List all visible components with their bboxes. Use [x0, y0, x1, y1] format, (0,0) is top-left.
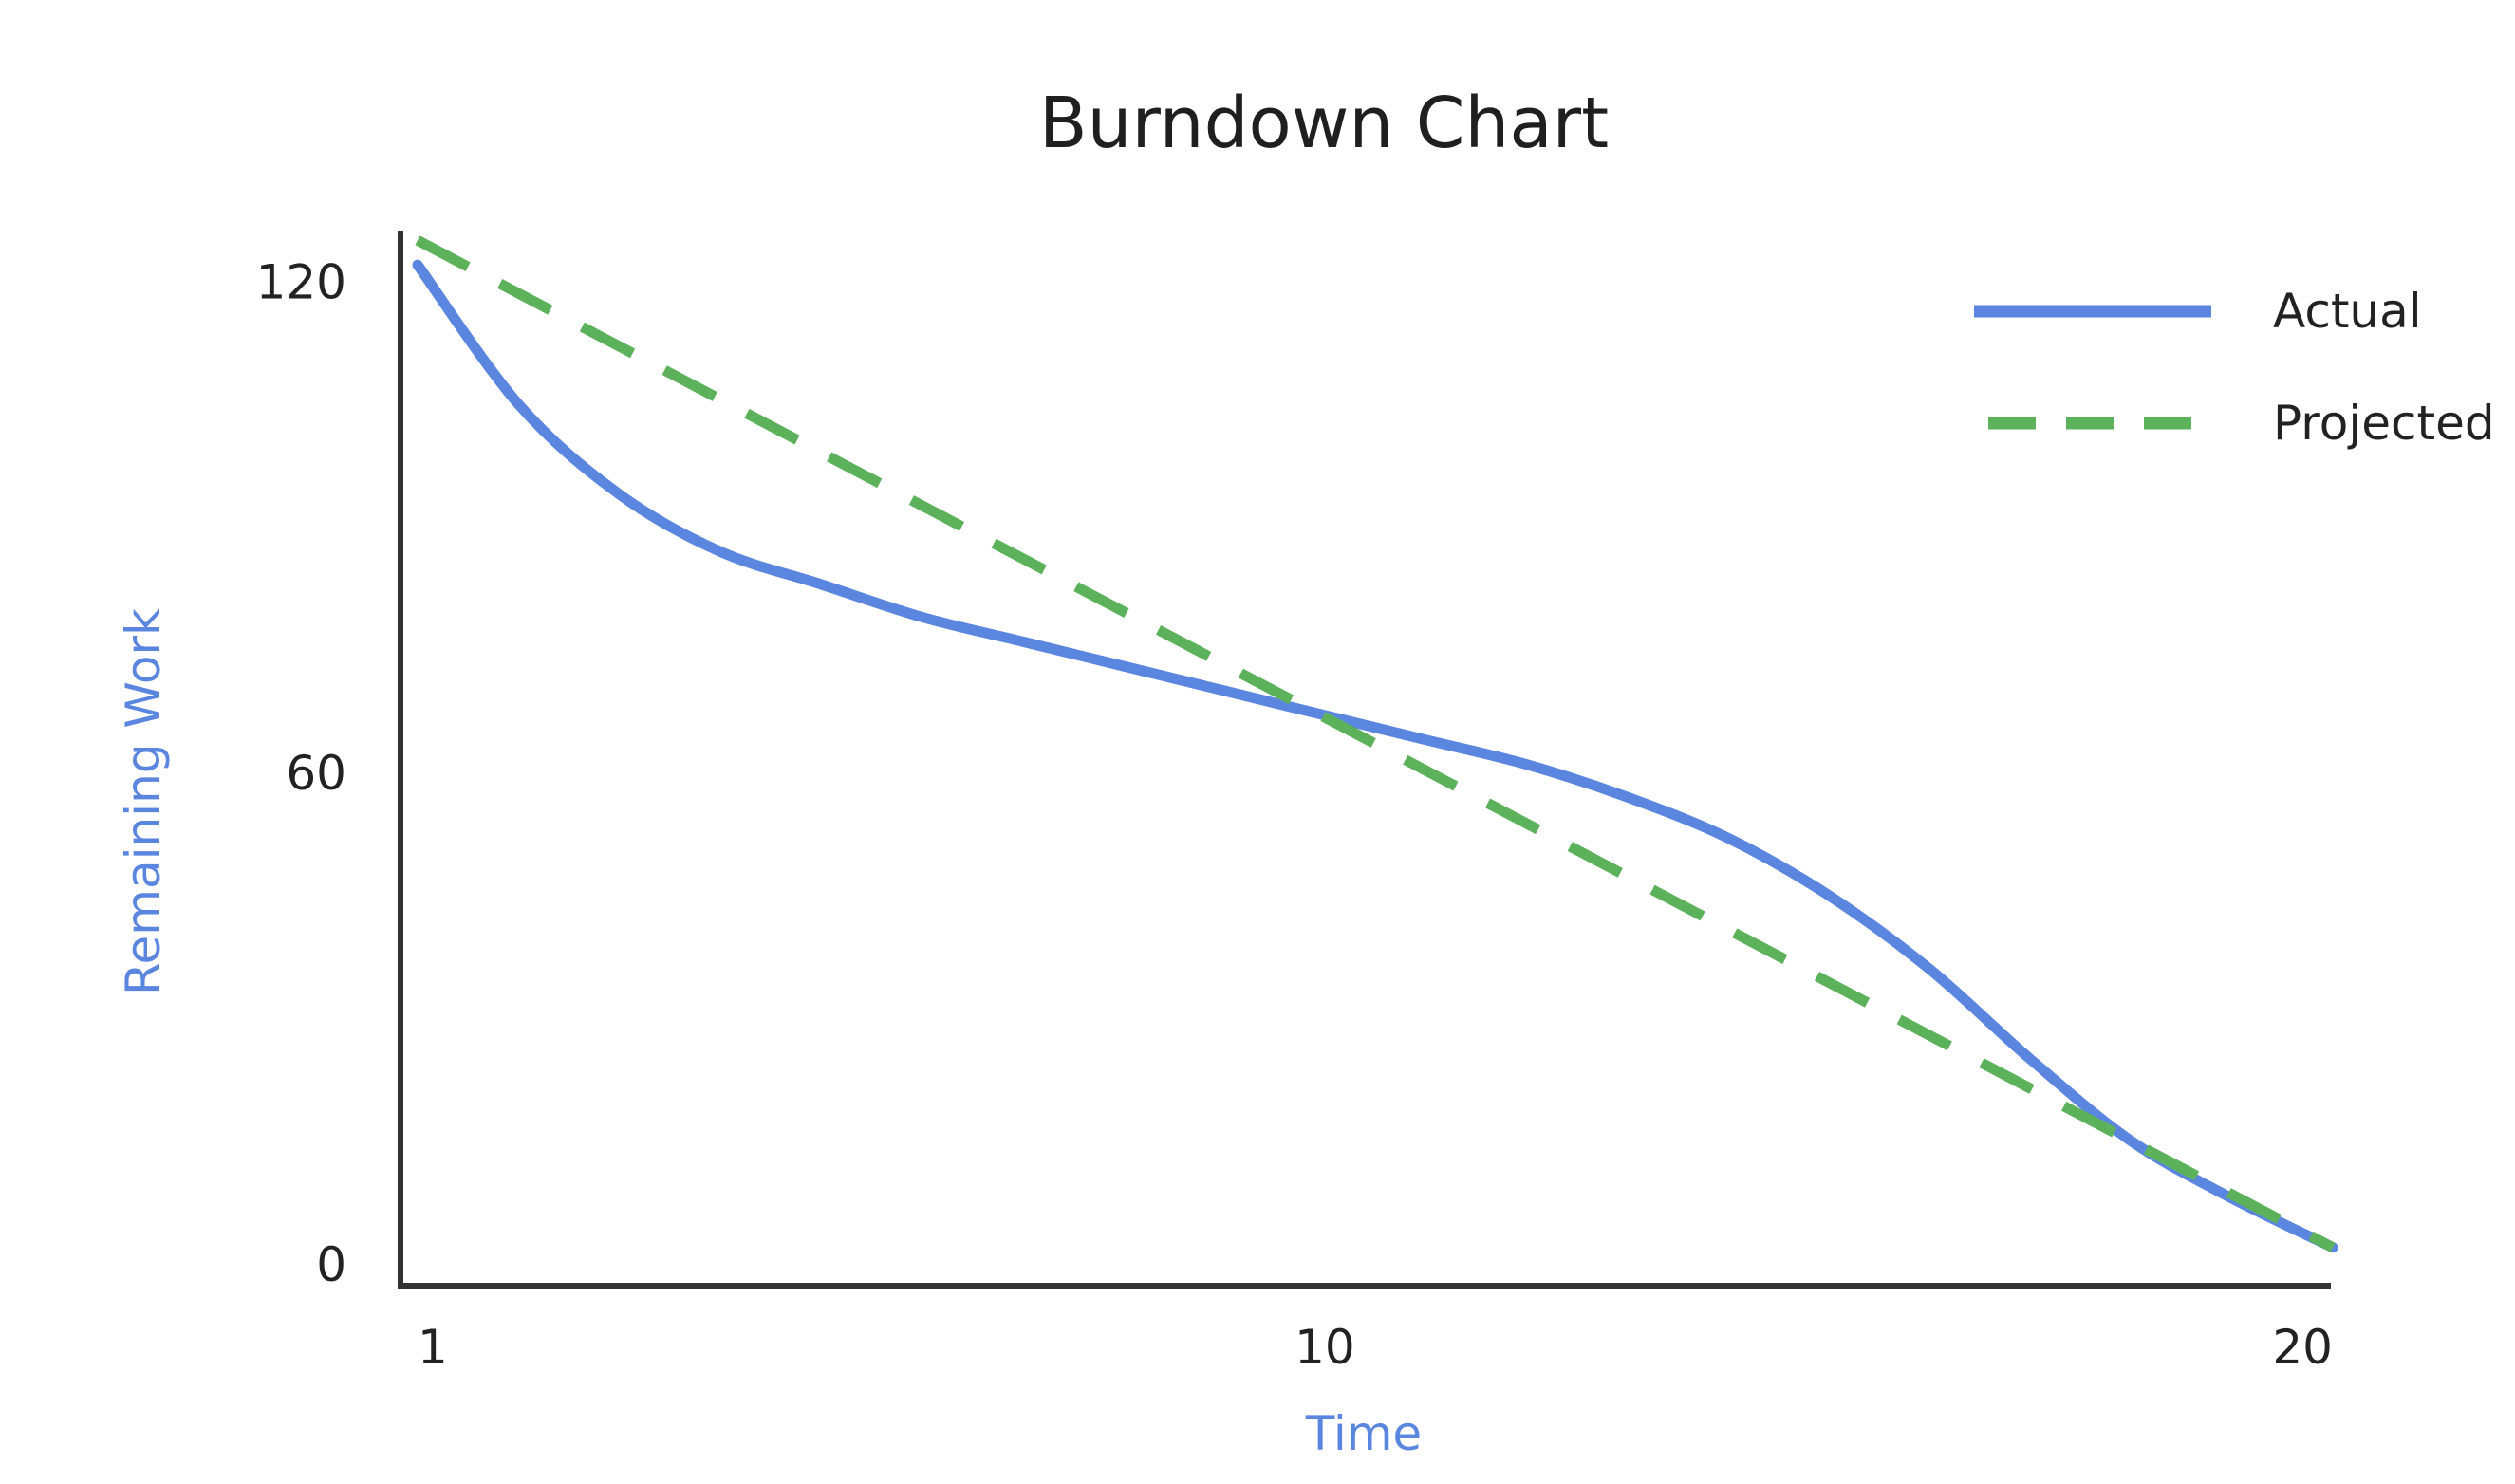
series-layer — [412, 235, 2338, 1253]
x-tick-label: 1 — [418, 1320, 448, 1375]
y-axis-label: Remaining Work — [116, 608, 171, 995]
y-tick-label: 120 — [256, 254, 346, 309]
y-tick-label: 60 — [286, 746, 346, 801]
x-axis-label: Time — [1305, 1406, 1422, 1461]
x-tick-label: 20 — [2272, 1320, 2333, 1375]
x-tick-label: 10 — [1295, 1320, 1355, 1375]
legend-label-actual: Actual — [2273, 284, 2422, 339]
series-line-actual — [412, 259, 2338, 1253]
legend: Actual Projected — [1974, 284, 2495, 451]
legend-label-projected: Projected — [2273, 396, 2495, 451]
series-line-projected — [415, 235, 2336, 1252]
chart-title: Burndown Chart — [1039, 83, 1609, 164]
y-tick-labels: 0 60 120 — [256, 254, 346, 1292]
x-tick-labels: 1 10 20 — [418, 1320, 2333, 1375]
y-tick-label: 0 — [316, 1237, 346, 1292]
